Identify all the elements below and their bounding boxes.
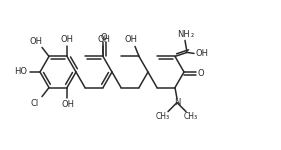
- Text: CH₃: CH₃: [184, 112, 198, 121]
- Text: ₂: ₂: [191, 30, 194, 39]
- Text: OH: OH: [124, 35, 137, 44]
- Text: Cl: Cl: [31, 99, 39, 108]
- Text: OH: OH: [62, 100, 74, 109]
- Text: NH: NH: [177, 30, 189, 39]
- Text: OH: OH: [60, 35, 74, 44]
- Text: OH: OH: [98, 35, 110, 44]
- Text: CH₃: CH₃: [156, 112, 170, 121]
- Text: O: O: [198, 69, 204, 78]
- Text: OH: OH: [196, 49, 209, 58]
- Text: N: N: [174, 98, 180, 107]
- Text: O: O: [101, 33, 107, 42]
- Text: HO: HO: [15, 68, 28, 76]
- Text: OH: OH: [30, 37, 42, 46]
